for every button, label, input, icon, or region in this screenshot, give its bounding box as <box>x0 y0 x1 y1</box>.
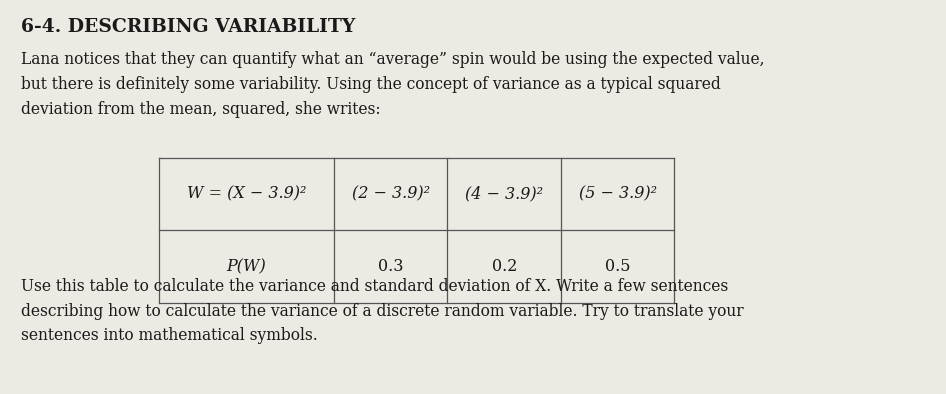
Text: 0.3: 0.3 <box>378 258 403 275</box>
Text: (4 − 3.9)²: (4 − 3.9)² <box>465 186 543 203</box>
Text: Use this table to calculate the variance and standard deviation of X. Write a fe: Use this table to calculate the variance… <box>21 278 744 344</box>
Text: 6-4. DESCRIBING VARIABILITY: 6-4. DESCRIBING VARIABILITY <box>21 18 355 36</box>
Text: 0.2: 0.2 <box>492 258 517 275</box>
Text: (2 − 3.9)²: (2 − 3.9)² <box>352 186 429 203</box>
Text: 0.5: 0.5 <box>605 258 630 275</box>
Text: P(W): P(W) <box>226 258 267 275</box>
Text: Lana notices that they can quantify what an “average” spin would be using the ex: Lana notices that they can quantify what… <box>21 51 764 118</box>
Text: W = (X − 3.9)²: W = (X − 3.9)² <box>186 186 307 203</box>
Text: (5 − 3.9)²: (5 − 3.9)² <box>579 186 657 203</box>
